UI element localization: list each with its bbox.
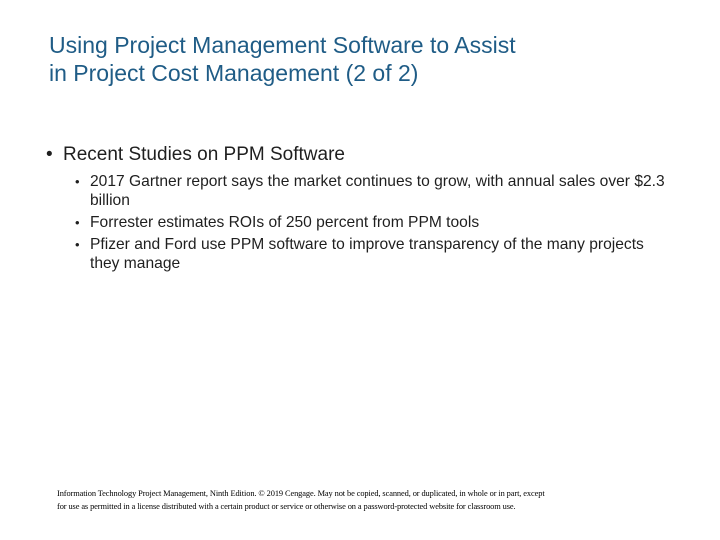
sub-bullet-text: Pfizer and Ford use PPM software to impr… — [90, 236, 644, 272]
sub-bullet-item: • 2017 Gartner report says the market co… — [75, 172, 676, 210]
slide-title: Using Project Management Software to Ass… — [49, 31, 689, 87]
sub-bullet-text: 2017 Gartner report says the market cont… — [90, 173, 665, 209]
slide-title-line-1: Using Project Management Software to Ass… — [49, 32, 516, 58]
footer-line-1: Information Technology Project Managemen… — [57, 489, 545, 498]
slide-title-line-2: in Project Cost Management (2 of 2) — [49, 60, 419, 86]
slide-content: • Recent Studies on PPM Software • 2017 … — [46, 143, 676, 276]
bullet-icon: • — [75, 215, 80, 230]
bullet-icon: • — [46, 144, 53, 165]
main-bullet-point: • Recent Studies on PPM Software — [46, 143, 676, 167]
bullet-icon: • — [75, 174, 80, 189]
bullet-icon: • — [75, 237, 80, 252]
sub-bullet-list: • 2017 Gartner report says the market co… — [75, 172, 676, 273]
sub-bullet-text: Forrester estimates ROIs of 250 percent … — [90, 214, 480, 231]
sub-bullet-item: • Pfizer and Ford use PPM software to im… — [75, 235, 676, 273]
copyright-footer: Information Technology Project Managemen… — [57, 487, 687, 513]
footer-line-2: for use as permitted in a license distri… — [57, 502, 516, 511]
sub-bullet-item: • Forrester estimates ROIs of 250 percen… — [75, 213, 676, 232]
main-bullet-text: Recent Studies on PPM Software — [63, 144, 345, 165]
